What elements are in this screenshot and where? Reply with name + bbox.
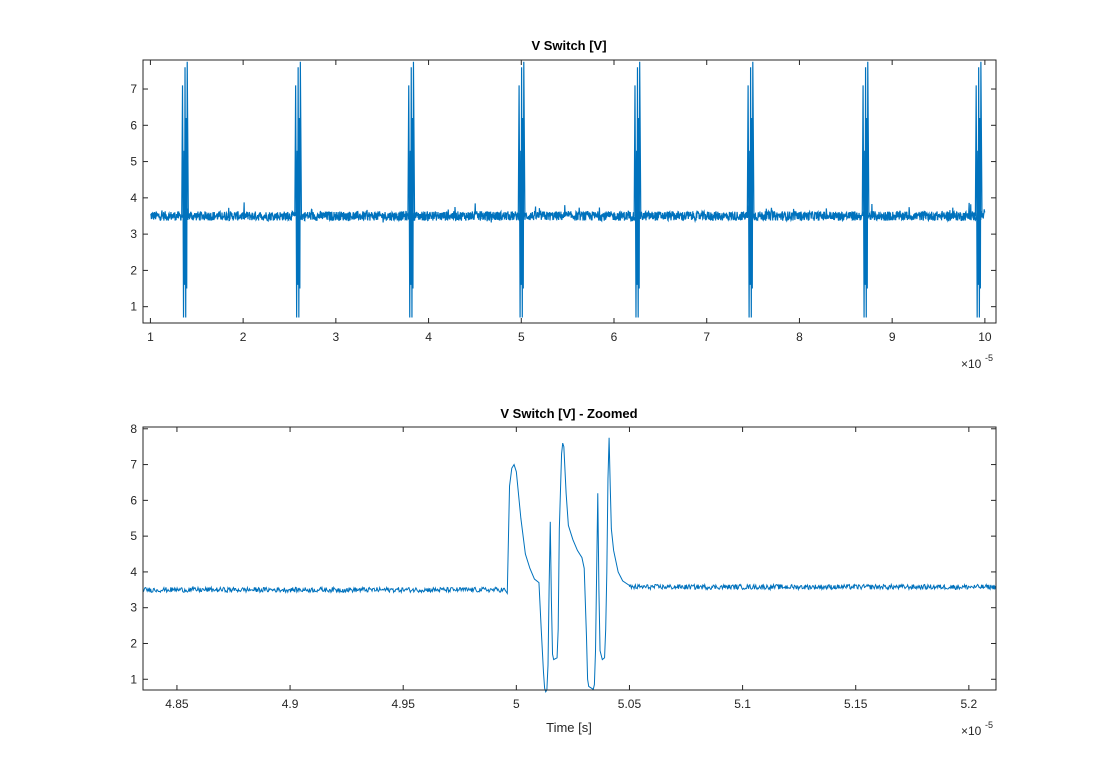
- bottom-x-tick-label: 5.1: [734, 697, 751, 711]
- top-y-tick-label: 6: [130, 118, 137, 132]
- top-x-tick-label: 6: [611, 330, 618, 344]
- top-x-tick-label: 1: [147, 330, 154, 344]
- bottom-y-tick-label: 4: [130, 565, 137, 579]
- burst-spike-top: [517, 61, 526, 318]
- top-x-tick-label: 4: [425, 330, 432, 344]
- top-x-tick-label: 7: [703, 330, 710, 344]
- x-exponent-bottom: ×10 -5: [961, 720, 993, 738]
- burst-spike-top: [633, 61, 642, 318]
- top-y-tick-label: 4: [130, 191, 137, 205]
- x-exponent-base-bottom: ×10: [961, 724, 982, 738]
- bottom-y-tick-label: 1: [130, 672, 137, 686]
- x-ticks-top: 1 2 3 4 5 6 7 8 9 10: [147, 60, 992, 344]
- axes-box-bottom: [142, 426, 997, 691]
- series-line-bottom: [142, 437, 997, 693]
- bottom-y-tick-label: 7: [130, 458, 137, 472]
- axes-top: 1 2 3 4 5 6 7 8 9 10 1 2 3 4 5 6 7 V Switch [V] ×10 -5: [130, 38, 997, 371]
- bottom-x-tick-label: 4.85: [165, 697, 189, 711]
- x-exponent-power-top: -5: [985, 353, 993, 363]
- bottom-x-tick-label: 4.9: [282, 697, 299, 711]
- bottom-y-tick-label: 5: [130, 529, 137, 543]
- x-ticks-bottom: 4.85 4.9 4.95 5 5.05 5.1 5.15 5.2: [165, 427, 978, 711]
- burst-spike-top: [974, 61, 983, 318]
- bottom-x-tick-label: 5: [513, 697, 520, 711]
- bottom-y-tick-label: 6: [130, 493, 137, 507]
- bottom-x-tick-label: 5.2: [961, 697, 978, 711]
- top-y-tick-label: 2: [130, 263, 137, 277]
- top-x-tick-label: 10: [978, 330, 992, 344]
- top-y-tick-label: 3: [130, 227, 137, 241]
- zoomed-trace: [142, 437, 997, 693]
- series-line-top: [150, 61, 986, 318]
- y-ticks-bottom: 1 2 3 4 5 6 7 8: [130, 422, 996, 686]
- burst-spike-top: [746, 61, 755, 318]
- burst-spike-top: [407, 61, 416, 318]
- x-exponent-power-bottom: -5: [985, 720, 993, 730]
- bottom-y-tick-label: 2: [130, 636, 137, 650]
- y-ticks-top: 1 2 3 4 5 6 7: [130, 82, 996, 314]
- burst-spike-top: [294, 61, 303, 318]
- x-axis-label-bottom: Time [s]: [546, 720, 592, 735]
- axes-bottom: 4.85 4.9 4.95 5 5.05 5.1 5.15 5.2 1 2 3 4 5 6 7 8 V Sw…: [130, 406, 997, 738]
- chart-title-bottom: V Switch [V] - Zoomed: [500, 406, 637, 421]
- top-x-tick-label: 3: [333, 330, 340, 344]
- top-x-tick-label: 2: [240, 330, 247, 344]
- axes-box-top: [142, 59, 997, 324]
- baseline-trace-top: [150, 202, 986, 224]
- bottom-x-tick-label: 5.15: [844, 697, 868, 711]
- chart-title-top: V Switch [V]: [531, 38, 606, 53]
- top-y-tick-label: 1: [130, 300, 137, 314]
- plot-area-bottom: [143, 427, 996, 690]
- burst-spike-top: [861, 61, 870, 318]
- top-x-tick-label: 8: [796, 330, 803, 344]
- plot-area-top: [143, 60, 996, 323]
- burst-spike-top: [181, 61, 189, 318]
- top-y-tick-label: 5: [130, 155, 137, 169]
- bottom-x-tick-label: 4.95: [392, 697, 416, 711]
- x-exponent-top: ×10 -5: [961, 353, 993, 371]
- bottom-x-tick-label: 5.05: [618, 697, 642, 711]
- top-x-tick-label: 9: [889, 330, 896, 344]
- bottom-y-tick-label: 8: [130, 422, 137, 436]
- x-exponent-base-top: ×10: [961, 357, 982, 371]
- top-y-tick-label: 7: [130, 82, 137, 96]
- top-x-tick-label: 5: [518, 330, 525, 344]
- bottom-y-tick-label: 3: [130, 601, 137, 615]
